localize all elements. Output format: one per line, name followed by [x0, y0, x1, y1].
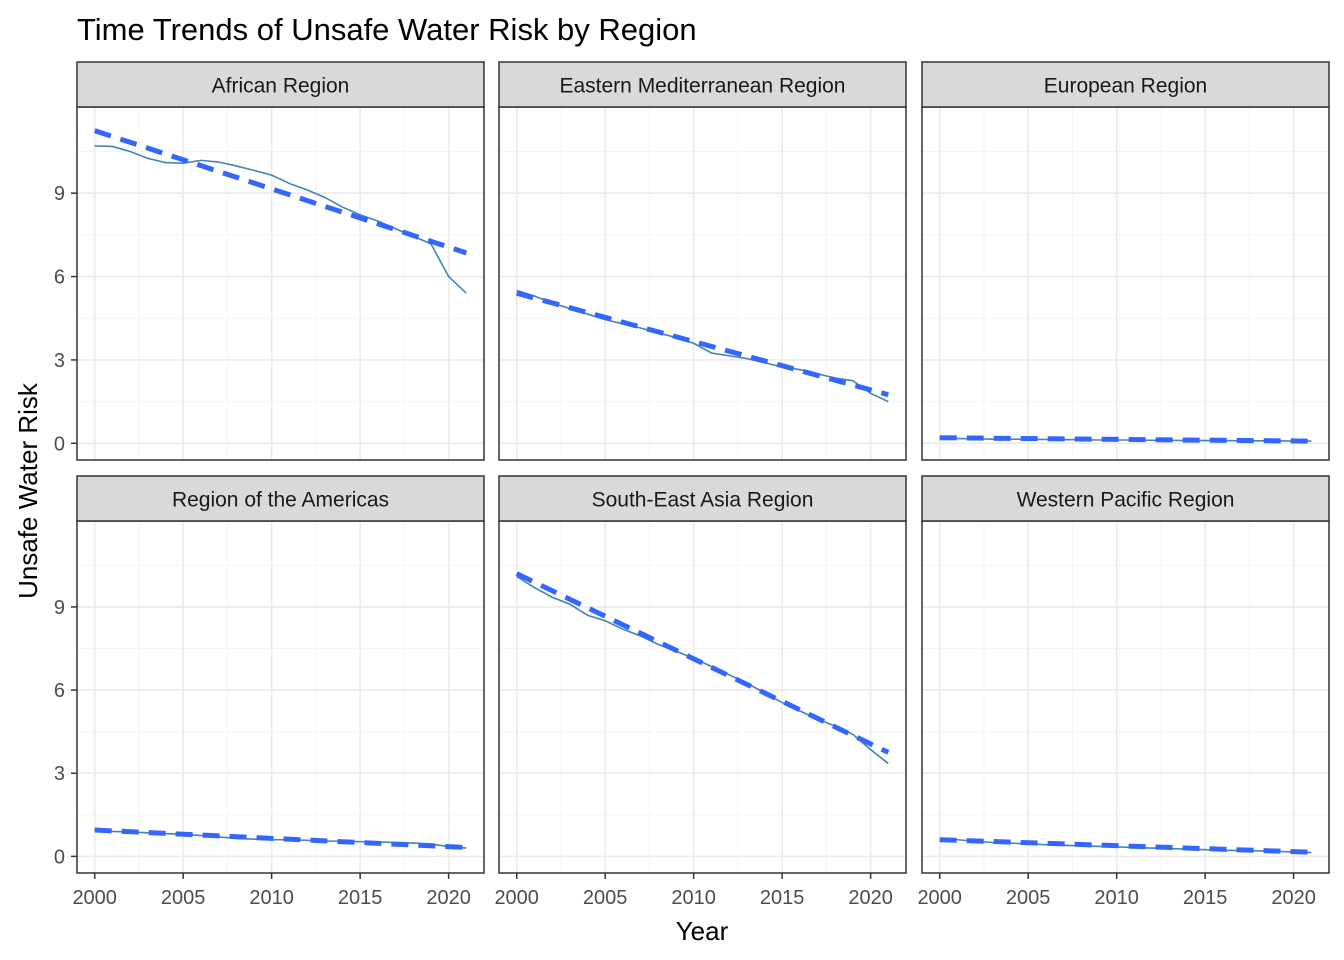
facet-strip — [498, 61, 907, 108]
facet-panel-0: African Region 0 3 6 9 — [54, 61, 485, 461]
x-tick-label: 2015 — [1183, 887, 1228, 909]
y-tick-label: 3 — [54, 763, 65, 785]
x-tick-label: 2010 — [671, 887, 716, 909]
x-tick-label: 2000 — [494, 887, 539, 909]
facet-panel-5: Western Pacific Region 2000 2005 2010 2015 20… — [917, 475, 1330, 909]
facet-strip — [498, 475, 907, 522]
facet-panel-4: South-East Asia Region 2000 2005 2010 2015 20… — [494, 475, 907, 909]
x-tick-label: 2005 — [161, 887, 206, 909]
y-tick-label: 3 — [54, 350, 65, 372]
y-tick-label: 6 — [54, 680, 65, 702]
facet-strip-label: African Region — [212, 75, 350, 98]
x-tick-label: 2015 — [338, 887, 383, 909]
y-tick-label: 9 — [54, 597, 65, 619]
y-tick-label: 9 — [54, 183, 65, 205]
trend-series-line — [515, 571, 890, 755]
facet-panel-2: European Region — [921, 61, 1330, 461]
facet-strip — [76, 61, 485, 108]
facet-strip-label: Region of the Americas — [172, 489, 389, 512]
panel-background — [499, 521, 906, 873]
panels-layer: African Region 0 3 6 9 Eastern Mediterranean … — [54, 61, 1330, 909]
panel-background — [922, 521, 1329, 873]
x-tick-label: 2005 — [583, 887, 628, 909]
x-tick-label: 2020 — [848, 887, 893, 909]
facet-strip — [921, 61, 1330, 108]
trend-series-line — [939, 837, 1312, 855]
chart-title: Time Trends of Unsafe Water Risk by Regi… — [77, 12, 697, 47]
facet-strip-label: European Region — [1044, 75, 1207, 98]
trend-series-line — [94, 827, 467, 850]
panel-background — [77, 521, 484, 873]
facet-strip-label: South-East Asia Region — [592, 489, 814, 512]
x-axis-title: Year — [676, 916, 729, 946]
trend-series-line — [516, 290, 889, 398]
y-tick-label: 0 — [54, 846, 65, 868]
x-tick-label: 2010 — [249, 887, 294, 909]
x-tick-label: 2010 — [1094, 887, 1139, 909]
x-tick-label: 2020 — [1271, 887, 1316, 909]
facet-strip — [76, 475, 485, 522]
x-tick-label: 2000 — [72, 887, 117, 909]
panel-background — [77, 107, 484, 460]
panel-background — [922, 107, 1329, 460]
x-tick-label: 2015 — [760, 887, 805, 909]
x-tick-label: 2000 — [917, 887, 962, 909]
trend-series-line — [93, 128, 468, 256]
facet-panel-3: Region of the Americas 0 3 6 9 2000 2005 2010 20… — [54, 475, 485, 909]
panel-background — [499, 107, 906, 460]
trend-series-line — [939, 435, 1312, 444]
facet-panel-1: Eastern Mediterranean Region — [498, 61, 907, 461]
y-tick-label: 0 — [54, 433, 65, 455]
y-tick-label: 6 — [54, 267, 65, 289]
y-axis-title: Unsafe Water Risk — [13, 382, 43, 599]
facet-strip-label: Eastern Mediterranean Region — [559, 75, 845, 98]
facet-strip-label: Western Pacific Region — [1017, 489, 1235, 512]
facet-strip — [921, 475, 1330, 522]
x-tick-label: 2020 — [426, 887, 471, 909]
x-tick-label: 2005 — [1006, 887, 1051, 909]
